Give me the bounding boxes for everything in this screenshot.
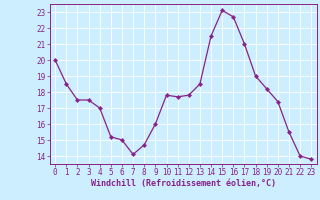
X-axis label: Windchill (Refroidissement éolien,°C): Windchill (Refroidissement éolien,°C) (91, 179, 276, 188)
